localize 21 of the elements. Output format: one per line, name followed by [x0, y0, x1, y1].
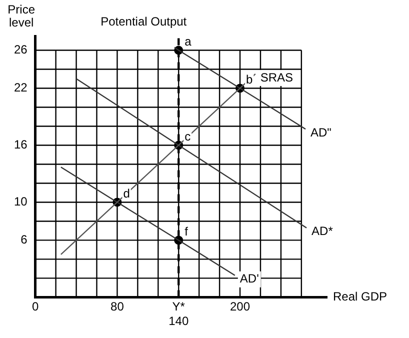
y-tick-label: 22: [14, 80, 28, 95]
y-tick-label: 16: [14, 138, 28, 152]
annotation: b: [246, 72, 254, 87]
x-tick-label: 200: [230, 300, 250, 314]
x-tick-label: 80: [110, 300, 124, 314]
y-axis-title: Price level: [8, 2, 36, 30]
y-tick-label: 6: [20, 232, 28, 247]
y-tick-label: 26: [14, 42, 28, 57]
series-label: AD*: [312, 224, 334, 238]
y-tick-label: 10: [14, 194, 28, 209]
x-tick-label: Y* 140: [168, 300, 189, 328]
annotation: d: [123, 186, 130, 201]
x-axis-title: Real GDP: [333, 290, 388, 304]
series-label: SRAS: [260, 70, 294, 84]
annotation: f: [184, 224, 189, 239]
annotation: a: [184, 34, 192, 49]
series-label: AD": [310, 125, 332, 140]
x-tick-label: 0: [32, 300, 40, 314]
series-label: AD': [240, 272, 259, 286]
ref-line-label: Potential Output: [100, 14, 188, 28]
annotation: c: [184, 130, 191, 144]
